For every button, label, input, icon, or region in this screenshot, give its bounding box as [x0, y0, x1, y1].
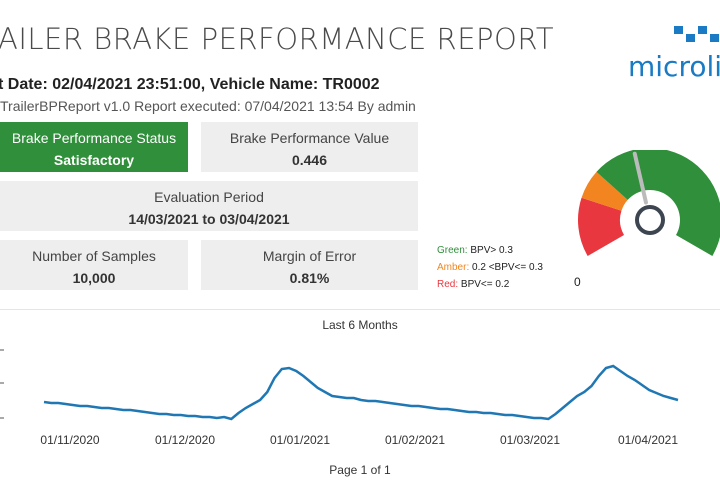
gauge-green-segment [596, 150, 720, 256]
samples-label: Number of Samples [32, 248, 156, 264]
gauge-needle [632, 151, 648, 205]
x-tick-label: 01/01/2021 [270, 433, 330, 447]
period-label: Evaluation Period [154, 189, 264, 205]
bpv-card: Brake Performance Value 0.446 [201, 122, 418, 172]
report-title: AILER BRAKE PERFORMANCE REPORT [0, 22, 555, 56]
x-tick-label: 01/04/2021 [618, 433, 678, 447]
series-line [43, 364, 679, 421]
margin-label: Margin of Error [262, 248, 357, 264]
status-label: Brake Performance Status [11, 130, 177, 146]
chart-title: Last 6 Months [322, 318, 398, 332]
x-tick-label: 01/03/2021 [500, 433, 560, 447]
legend-green: Green: BPV> 0.3 [437, 245, 513, 256]
margin-card: Margin of Error 0.81% [201, 240, 418, 290]
logo-square [686, 34, 695, 42]
report-executed-line: TrailerBPReport v1.0 Report executed: 07… [0, 98, 416, 114]
x-tick-label: 01/12/2020 [155, 433, 215, 447]
x-tick-label: 01/02/2021 [385, 433, 445, 447]
x-tick-label: 01/11/2020 [40, 433, 99, 447]
legend-red: Red: BPV<= 0.2 [437, 279, 510, 290]
samples-card: Number of Samples 10,000 [0, 240, 188, 290]
period-card: Evaluation Period 14/03/2021 to 03/04/20… [0, 181, 418, 231]
line-chart: 01/11/2020 01/12/2020 01/01/2021 01/02/2021… [0, 349, 679, 447]
gauge-min-label: 0 [574, 275, 581, 289]
gauge-red-segment [578, 197, 625, 256]
samples-value: 10,000 [72, 270, 116, 286]
logo-square [710, 34, 719, 42]
logo-square [674, 26, 683, 34]
report-subtitle: t Date: 02/04/2021 23:51:00, Vehicle Nam… [0, 76, 380, 93]
bpv-value: 0.446 [291, 152, 328, 168]
brake-gauge: 0 [574, 150, 720, 289]
trend-chart: Last 6 Months 01/11/2020 01/12/2020 01/01/… [0, 309, 720, 460]
bpv-label: Brake Performance Value [229, 130, 390, 146]
margin-value: 0.81% [289, 270, 330, 286]
logo-square [698, 26, 707, 34]
logo-icon [674, 26, 719, 42]
period-value: 14/03/2021 to 03/04/2021 [128, 211, 290, 227]
gauge-amber-segment [581, 171, 628, 211]
page-footer: Page 1 of 1 [329, 463, 391, 477]
legend-amber: Amber: 0.2 <BPV<= 0.3 [437, 262, 543, 273]
gauge-legend: Green: BPV> 0.3 Amber: 0.2 <BPV<= 0.3 Re… [437, 242, 543, 293]
logo-text: microli [628, 50, 720, 83]
gauge-hub [635, 205, 665, 235]
status-value: Satisfactory [53, 152, 135, 168]
status-card: Brake Performance Status Satisfactory [0, 122, 188, 172]
